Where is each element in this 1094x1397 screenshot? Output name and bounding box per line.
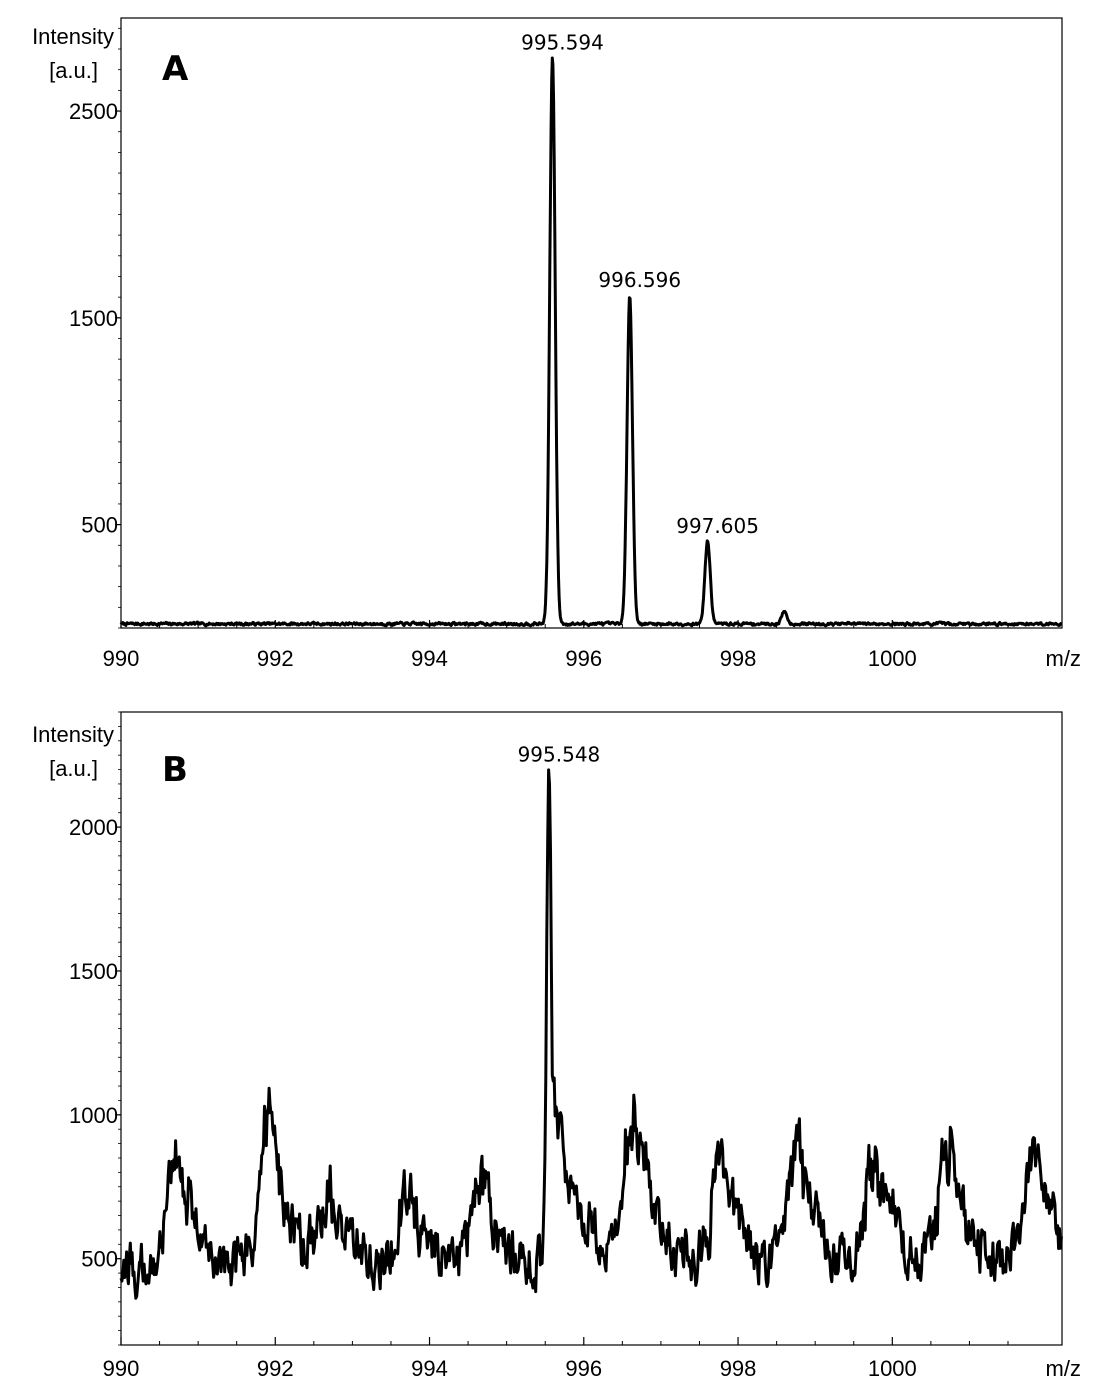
panel-b-x-tick-label: 998 — [720, 1356, 757, 1381]
panel-a-y-title-line1: Intensity — [32, 24, 114, 49]
panel-b-x-tick-label: 994 — [411, 1356, 448, 1381]
panel-a-peak-label: 997.605 — [676, 514, 759, 538]
panel-a-x-tick-label: 996 — [565, 646, 602, 671]
panel-a-x-tick-label: 992 — [257, 646, 294, 671]
panel-a-y-tick-label: 2500 — [69, 99, 118, 124]
panel-b-x-tick-label: 992 — [257, 1356, 294, 1381]
panel-a-y-tick-label: 500 — [81, 513, 118, 538]
panel-a-x-title: m/z — [1046, 646, 1081, 671]
panel-b-x-axis: 990 992 994 996 998 1000 — [103, 1337, 1009, 1381]
panel-a-x-tick-label: 990 — [103, 646, 140, 671]
panel-b-peak-label: 995.548 — [518, 743, 601, 767]
panel-a-spectrum-line — [119, 56, 1063, 628]
panel-b-y-tick-label: 1500 — [69, 959, 118, 984]
panel-a-x-axis: 990 992 994 996 998 1000 — [103, 620, 1009, 671]
panel-b-x-title: m/z — [1046, 1356, 1081, 1381]
panel-a-x-tick-label: 1000 — [868, 646, 917, 671]
panel-b-spectrum-line — [119, 768, 1063, 1300]
panel-a-peak-label: 995.594 — [521, 30, 604, 54]
panel-b-y-tick-label: 2000 — [69, 815, 118, 840]
panel-a-y-axis: 500 1500 2500 — [69, 99, 121, 538]
panel-b-y-axis: 500 1000 1500 2000 — [69, 815, 121, 1272]
panel-b-x-tick-label: 990 — [103, 1356, 140, 1381]
panel-a-x-tick-label: 998 — [720, 646, 757, 671]
panel-b-x-tick-label: 1000 — [868, 1356, 917, 1381]
panel-b-y-tick-label: 500 — [81, 1247, 118, 1272]
panel-b-x-tick-label: 996 — [565, 1356, 602, 1381]
panel-b: 990 992 994 996 998 1000 500 1000 1500 2000 995.… — [32, 711, 1081, 1381]
panel-b-peak-labels: 995.548 — [518, 743, 601, 767]
panel-a-letter: A — [162, 49, 189, 89]
panel-a-x-tick-label: 994 — [411, 646, 448, 671]
panel-b-y-title-line2: [a.u.] — [49, 756, 98, 781]
panel-a-peak-label: 996.596 — [598, 268, 681, 292]
panel-b-y-tick-label: 1000 — [69, 1103, 118, 1128]
panel-b-y-minor-ticks — [118, 711, 121, 1346]
panel-a-y-tick-label: 1500 — [69, 306, 118, 331]
panel-b-letter: B — [162, 750, 188, 790]
panel-b-y-title-line1: Intensity — [32, 722, 114, 747]
panel-a-peak-labels: 995.594 996.596 997.605 — [521, 30, 759, 538]
panel-a-plot-frame — [120, 17, 1063, 629]
panel-a-y-title-line2: [a.u.] — [49, 58, 98, 83]
